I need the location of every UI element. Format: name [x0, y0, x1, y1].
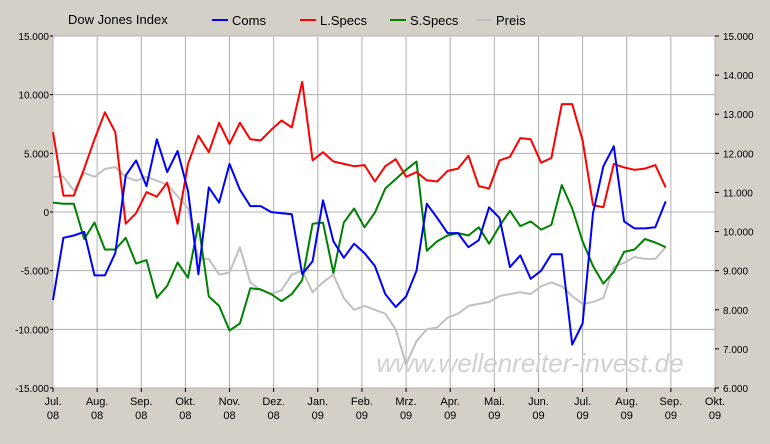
x-tick-label-year: 09	[488, 410, 500, 422]
legend: Coms L.Specs S.Specs Preis	[212, 13, 526, 28]
x-tick-label-year: 09	[400, 410, 412, 422]
x-tick-label-year: 08	[91, 410, 103, 422]
x-tick-label-month: Dez.	[262, 396, 285, 408]
series-line-l-specs	[52, 80, 667, 225]
x-tick-label-year: 09	[665, 410, 677, 422]
x-tick-label-year: 09	[312, 410, 324, 422]
y-right-tick-label: 6.000	[723, 384, 748, 395]
legend-label-coms: Coms	[232, 13, 266, 28]
series-line-preis	[53, 166, 667, 366]
series-line-s-specs	[52, 160, 667, 332]
y-right-tick-label: 9.000	[723, 267, 748, 278]
legend-label-l-specs: L.Specs	[320, 13, 367, 28]
x-tick-label-year: 09	[532, 410, 544, 422]
y-right-tick-label: 8.000	[723, 306, 748, 317]
x-tick-label-year: 09	[444, 410, 456, 422]
y-right-tick-label: 14.000	[723, 71, 754, 82]
y-left-tick-label: 5.000	[24, 149, 49, 160]
x-tick-label-year: 08	[179, 410, 191, 422]
axes: -15.000 -10.000 -5.000 0 5.000 10.000 15.000 6.…	[15, 32, 754, 422]
y-left-tick-label: 15.000	[18, 32, 49, 43]
y-right-tick-label: 7.000	[723, 345, 748, 356]
y-right-tick-label: 15.000	[723, 32, 754, 43]
grid-lines	[52, 35, 716, 389]
y-right-tick-label: 13.000	[723, 110, 754, 121]
x-tick-label-year: 09	[576, 410, 588, 422]
chart-title: Dow Jones Index	[68, 12, 168, 27]
legend-label-preis: Preis	[496, 13, 526, 28]
series-line-coms	[52, 138, 667, 346]
x-tick-label-year: 09	[621, 410, 633, 422]
x-tick-label-month: Aug.	[615, 396, 638, 408]
y-right-tick-label: 12.000	[723, 149, 754, 160]
x-tick-label-month: Aug.	[86, 396, 109, 408]
x-tick-label-year: 09	[356, 410, 368, 422]
y-left-tick-label: 0	[43, 208, 49, 219]
x-tick-label-month: Okt.	[175, 396, 195, 408]
x-tick-label-month: Nov.	[219, 396, 241, 408]
legend-label-s-specs: S.Specs	[410, 13, 459, 28]
y-left-tick-label: -5.000	[21, 267, 50, 278]
y-right-tick-label: 11.000	[723, 188, 753, 199]
x-tick-label-month: Mai.	[484, 396, 505, 408]
y-right-tick-label: 10.000	[723, 228, 754, 239]
x-tick-label-month: Okt.	[705, 396, 725, 408]
series-lines	[52, 80, 667, 366]
x-tick-label-year: 08	[47, 410, 59, 422]
x-tick-label-month: Sep.	[660, 396, 683, 408]
x-tick-label-year: 09	[709, 410, 721, 422]
x-tick-label-year: 08	[223, 410, 235, 422]
x-tick-label-month: Jul.	[574, 396, 591, 408]
x-tick-label-year: 08	[268, 410, 280, 422]
x-tick-label-month: Mrz.	[395, 396, 416, 408]
x-tick-label-month: Jul.	[44, 396, 61, 408]
x-tick-label-month: Sep.	[130, 396, 153, 408]
x-tick-label-month: Feb.	[351, 396, 373, 408]
x-tick-label-year: 08	[135, 410, 147, 422]
watermark: www.wellenreiter-invest.de	[376, 348, 683, 378]
x-tick-label-month: Apr.	[440, 396, 460, 408]
y-left-tick-label: 10.000	[18, 91, 49, 102]
x-tick-label-month: Jun.	[528, 396, 549, 408]
y-left-tick-label: -10.000	[15, 325, 49, 336]
x-tick-label-month: Jan.	[307, 396, 328, 408]
y-left-tick-label: -15.000	[15, 384, 49, 395]
